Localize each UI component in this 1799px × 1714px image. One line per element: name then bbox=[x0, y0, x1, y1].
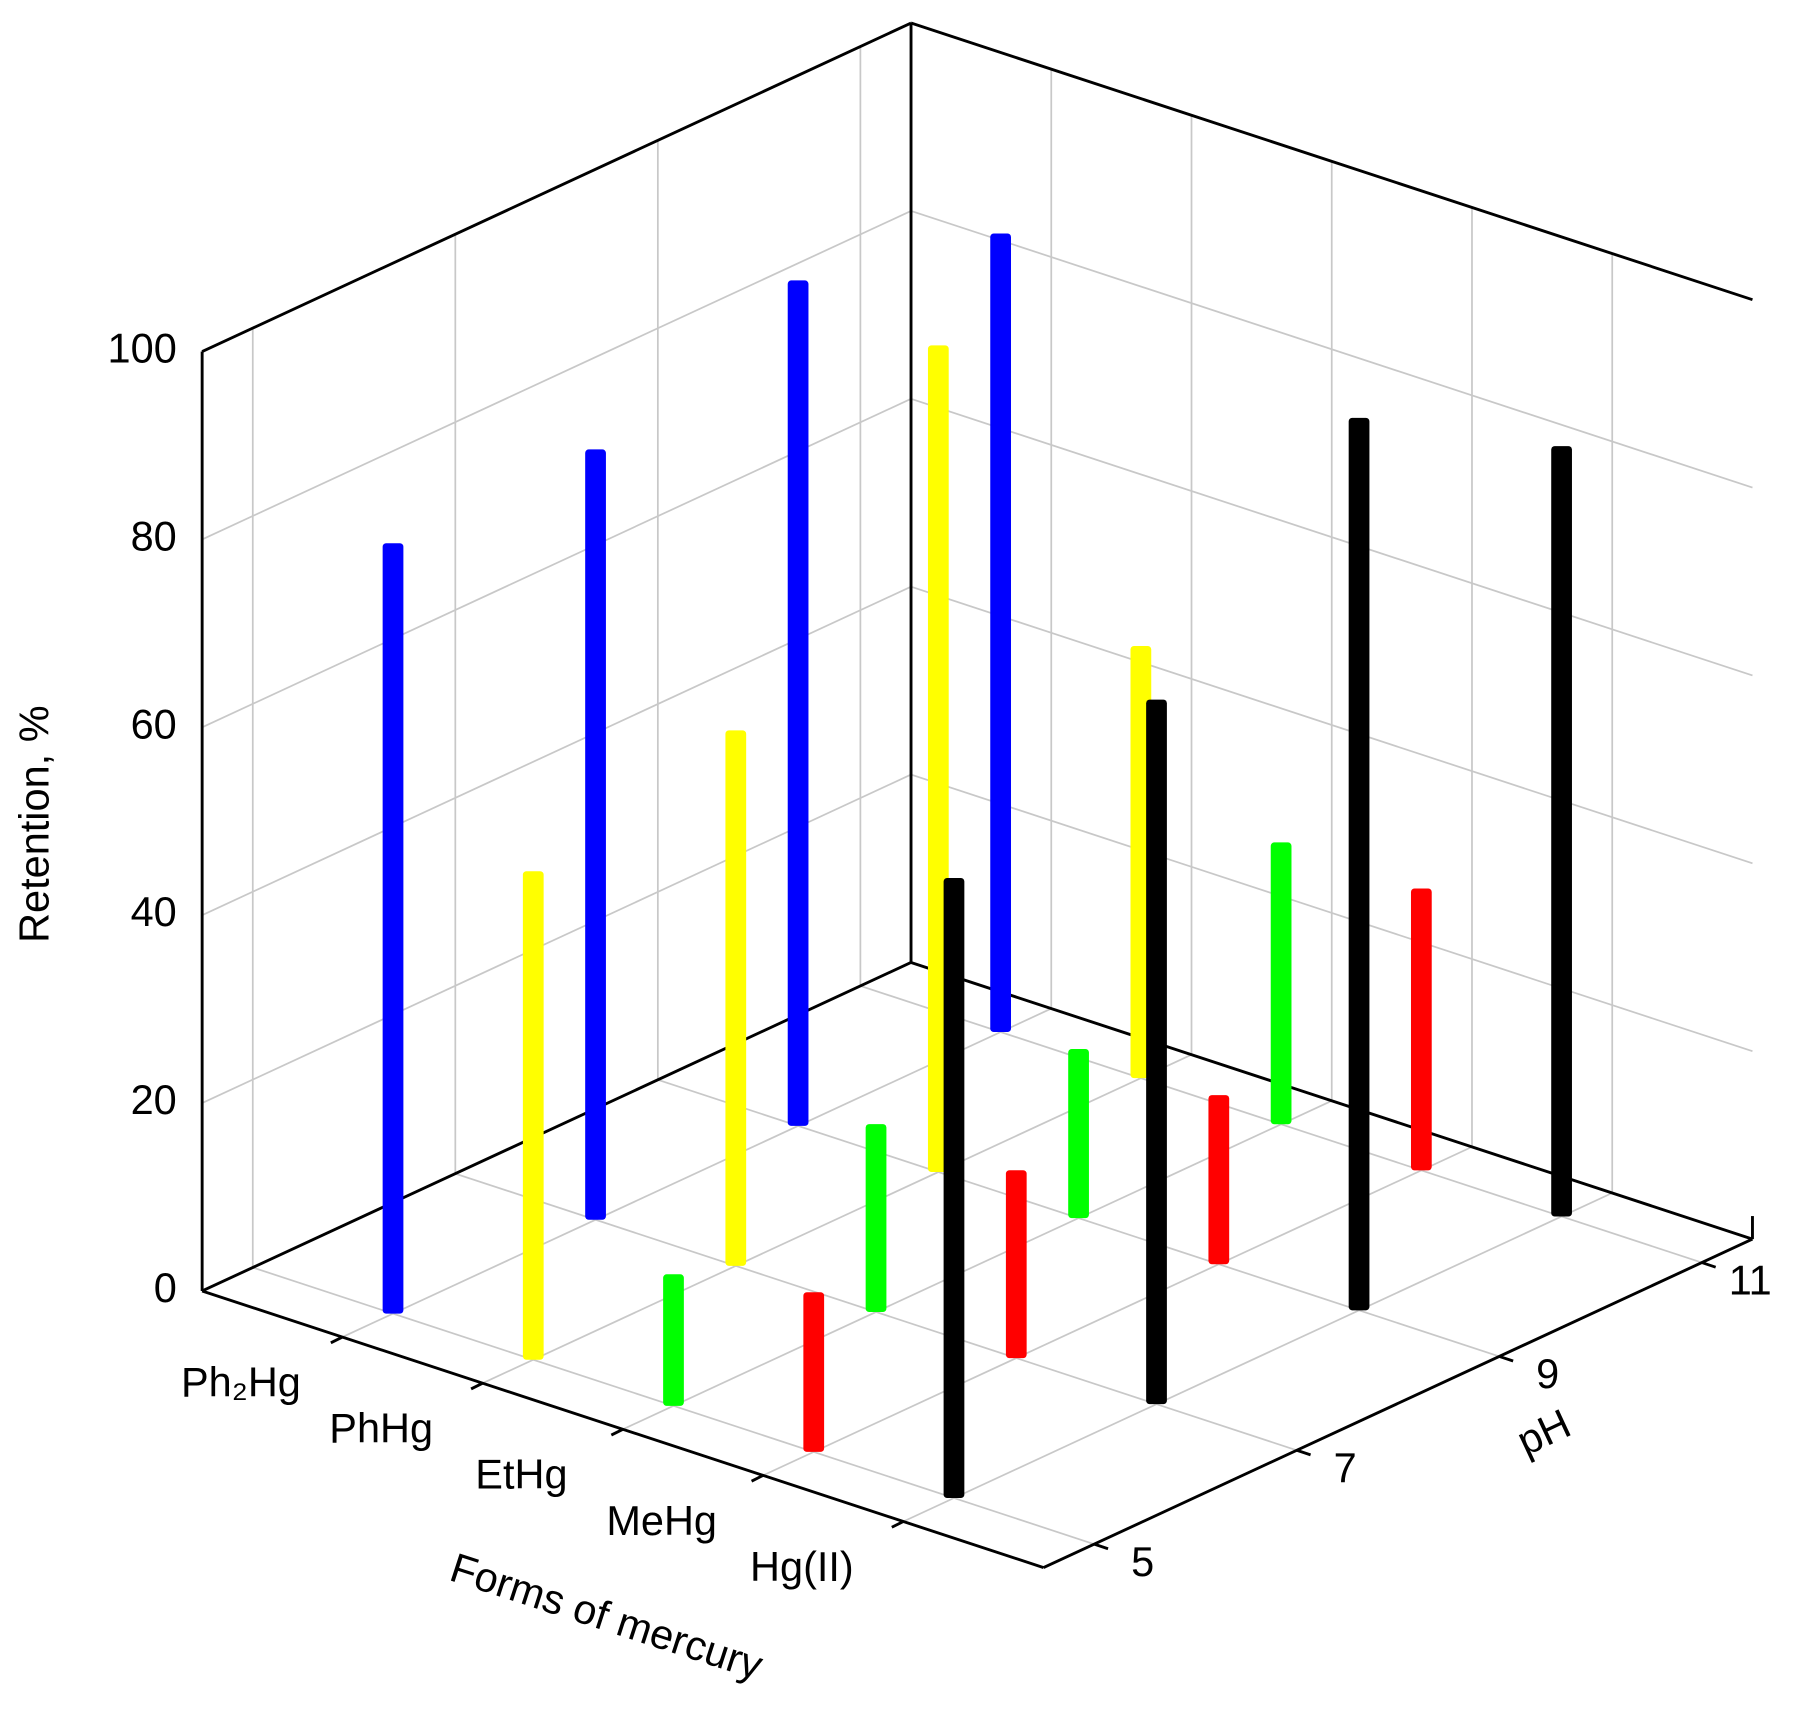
category-tick-label: PhHg bbox=[329, 1405, 433, 1452]
x-axis bbox=[1042, 1237, 1754, 1569]
z-tick-label: 20 bbox=[131, 1076, 177, 1123]
bar bbox=[1005, 1170, 1027, 1359]
bar bbox=[787, 280, 809, 1126]
x-tick-label: 5 bbox=[1131, 1538, 1154, 1585]
bar bbox=[663, 1274, 684, 1406]
category-tick bbox=[470, 1381, 484, 1391]
x-tick-label: 11 bbox=[1729, 1256, 1772, 1303]
bar bbox=[803, 1292, 825, 1452]
x-tick bbox=[1093, 1542, 1109, 1551]
bar bbox=[1270, 842, 1292, 1125]
bar bbox=[990, 233, 1012, 1033]
x-tick bbox=[1296, 1448, 1312, 1457]
bar bbox=[1348, 417, 1370, 1311]
z-tick-label: 100 bbox=[108, 325, 177, 372]
bar bbox=[1208, 1095, 1230, 1265]
z-axis-title: Retention, % bbox=[10, 705, 57, 943]
z-tick-label: 40 bbox=[131, 888, 177, 935]
category-tick bbox=[891, 1520, 904, 1529]
frame-edge bbox=[910, 21, 1753, 302]
x-tick bbox=[1701, 1261, 1717, 1269]
bar bbox=[1068, 1049, 1089, 1219]
bar bbox=[725, 730, 747, 1266]
bar bbox=[522, 871, 544, 1360]
category-grid-line bbox=[902, 1192, 1613, 1523]
bar bbox=[382, 543, 404, 1314]
bar bbox=[1130, 646, 1152, 1079]
frame-edge bbox=[910, 961, 1753, 1241]
x-tick-label: 9 bbox=[1536, 1350, 1559, 1397]
grid-line bbox=[201, 210, 912, 541]
category-tick bbox=[750, 1474, 764, 1483]
category-tick-label: MeHg bbox=[606, 1497, 717, 1544]
bar bbox=[585, 449, 606, 1220]
x-tick bbox=[1498, 1355, 1514, 1363]
bar bbox=[927, 345, 949, 1173]
category-tick-label: EtHg bbox=[475, 1451, 567, 1498]
bar bbox=[1146, 699, 1167, 1405]
bar bbox=[943, 878, 965, 1499]
frame-edge bbox=[201, 21, 912, 353]
category-tick-label: Hg(II) bbox=[750, 1543, 854, 1590]
z-tick-label: 80 bbox=[131, 512, 177, 559]
category-tick bbox=[610, 1428, 624, 1437]
category-tick bbox=[330, 1335, 344, 1345]
category-tick-label: Ph₂Hg bbox=[181, 1358, 301, 1405]
category-axis-title: Forms of mercury bbox=[445, 1544, 769, 1689]
z-tick-label: 0 bbox=[154, 1264, 177, 1311]
bar bbox=[1410, 888, 1432, 1171]
bar bbox=[865, 1124, 887, 1312]
z-tick-label: 60 bbox=[131, 700, 177, 747]
bar bbox=[1551, 446, 1572, 1217]
x-axis-title: pH bbox=[1510, 1399, 1578, 1464]
x-tick-label: 7 bbox=[1334, 1444, 1357, 1491]
